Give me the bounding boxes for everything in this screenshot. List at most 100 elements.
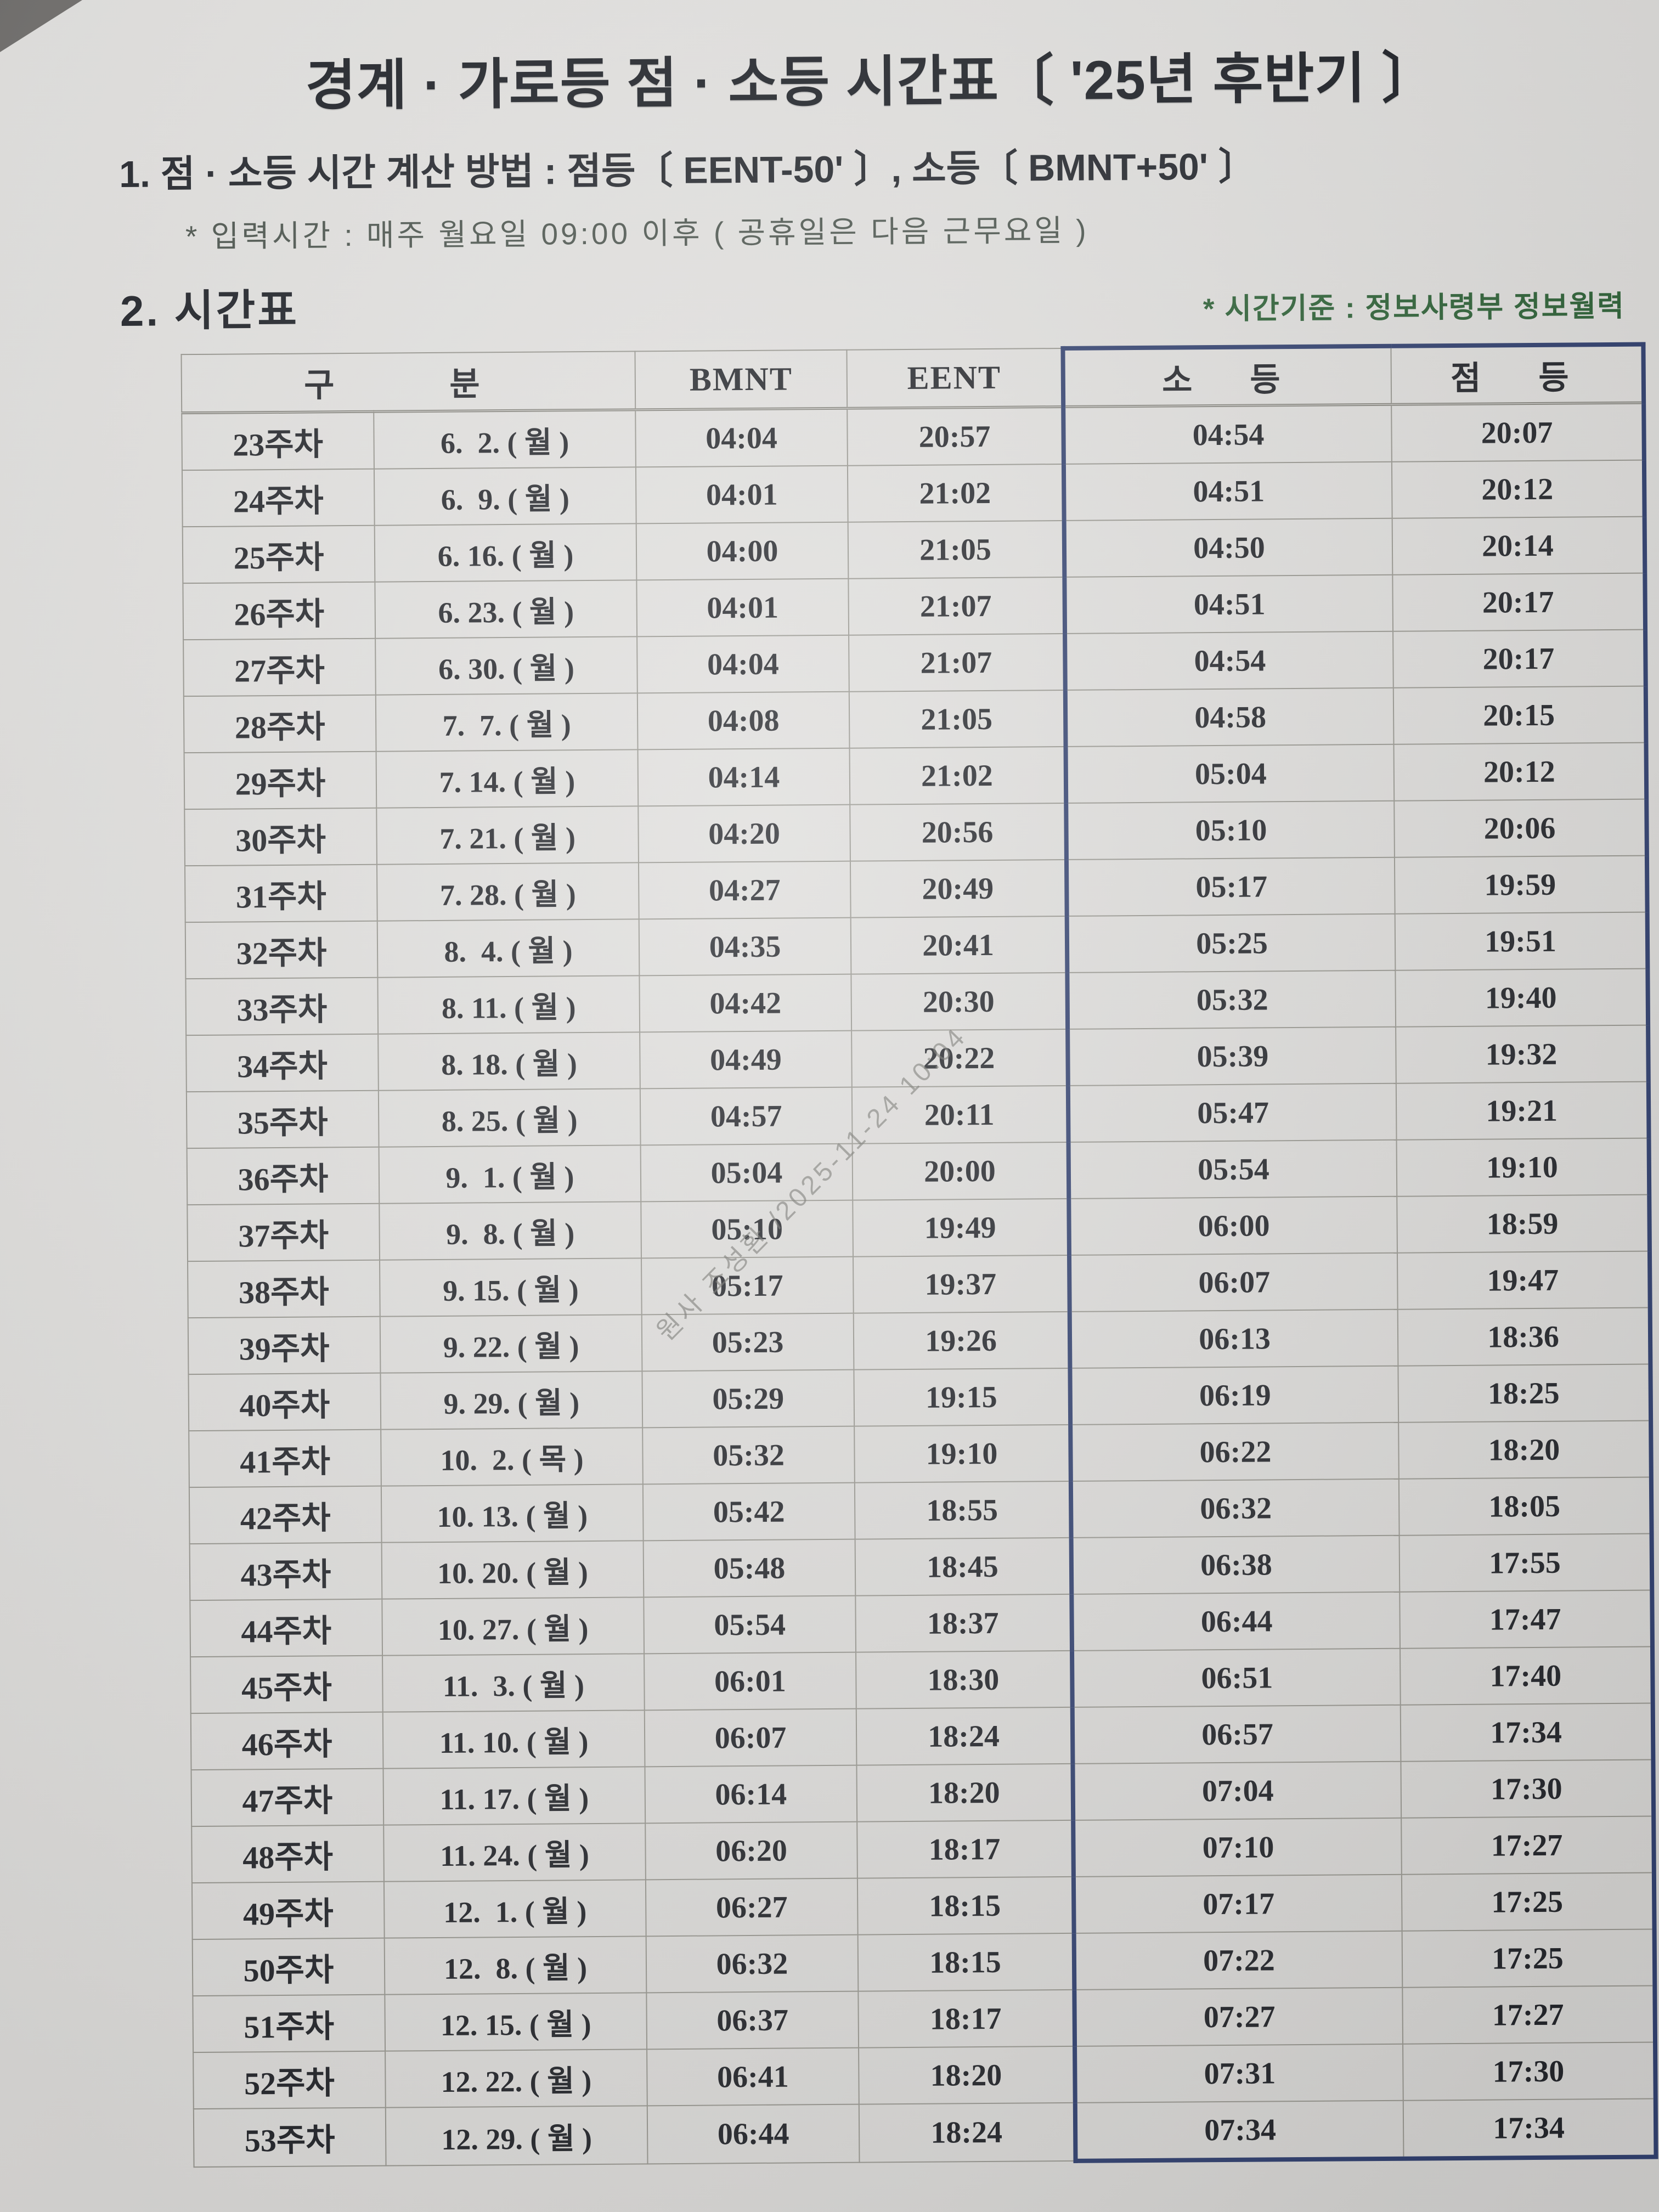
lights-off-cell: 04:54 [1065,631,1393,690]
table-row: 52주차 12. 22. ( 월 ) 06:41 18:20 07:31 17:30 [193,2042,1656,2109]
lights-off-cell: 04:54 [1063,404,1392,464]
eent-cell: 18:24 [856,1707,1073,1765]
week-cell: 30주차 [184,808,377,866]
week-cell: 42주차 [189,1486,382,1544]
bmnt-cell: 04:27 [638,861,851,919]
date-cell: 9. 15. ( 월 ) [380,1258,642,1317]
eent-cell: 21:05 [848,520,1065,579]
week-cell: 43주차 [189,1542,382,1601]
lights-on-cell: 17:25 [1401,1872,1655,1931]
date-cell: 8. 25. ( 월 ) [378,1088,641,1147]
table-row: 48주차 11. 24. ( 월 ) 06:20 18:17 07:10 17:27 [191,1816,1654,1883]
bmnt-cell: 04:04 [637,635,849,693]
table-row: 46주차 11. 10. ( 월 ) 06:07 18:24 06:57 17:34 [190,1703,1654,1770]
lights-on-cell: 18:25 [1398,1364,1651,1423]
lights-on-cell: 17:47 [1400,1590,1652,1649]
week-cell: 23주차 [182,411,374,471]
timetable: 구 분 BMNT EENT 소 등 점 등 23주차 6. 2. ( 월 ) 04:… [180,342,1658,2170]
date-cell: 6. 2. ( 월 ) [374,409,636,469]
table-row: 26주차 6. 23. ( 월 ) 04:01 21:07 04:51 20:17 [183,573,1646,640]
lights-off-cell: 05:47 [1068,1083,1397,1142]
table-row: 27주차 6. 30. ( 월 ) 04:04 21:07 04:54 20:17 [183,629,1646,697]
eent-cell: 20:56 [850,803,1066,861]
table-row: 39주차 9. 22. ( 월 ) 05:23 19:26 06:13 18:36 [188,1307,1651,1375]
lights-on-cell: 17:27 [1401,1816,1654,1875]
lights-on-cell: 19:32 [1396,1025,1649,1084]
week-cell: 25주차 [182,525,375,584]
week-cell: 24주차 [182,469,375,527]
table-row: 51주차 12. 15. ( 월 ) 06:37 18:17 07:27 17:27 [193,1985,1656,2053]
timetable-body: 23주차 6. 2. ( 월 ) 04:04 20:57 04:54 20:07 24주차 6… [182,403,1656,2168]
date-cell: 7. 28. ( 월 ) [376,862,639,921]
lights-off-cell: 06:57 [1072,1705,1401,1764]
table-row: 53주차 12. 29. ( 월 ) 06:44 18:24 07:34 17:34 [193,2098,1656,2168]
table-row: 25주차 6. 16. ( 월 ) 04:00 21:05 04:50 20:14 [182,516,1645,584]
lights-on-cell: 17:30 [1401,1759,1654,1818]
lights-off-cell: 04:51 [1063,461,1392,521]
lights-off-cell: 05:39 [1068,1026,1396,1086]
eent-cell: 20:11 [851,1085,1069,1144]
eent-cell: 18:20 [859,2046,1075,2104]
time-basis-note: * 시간기준 : 정보사령부 정보월력 [1203,290,1626,326]
lights-off-cell: 06:13 [1069,1309,1398,1368]
eent-cell: 19:37 [853,1255,1070,1313]
table-row: 45주차 11. 3. ( 월 ) 06:01 18:30 06:51 17:40 [190,1646,1653,1714]
table-row: 41주차 10. 2. ( 목 ) 05:32 19:10 06:22 18:20 [189,1420,1651,1488]
bmnt-cell: 04:01 [635,465,848,524]
date-cell: 11. 17. ( 월 ) [383,1767,646,1825]
lights-on-cell: 19:21 [1396,1081,1649,1140]
week-cell: 51주차 [193,1994,386,2053]
eent-cell: 20:41 [850,916,1068,974]
lights-on-cell: 20:06 [1394,799,1647,857]
lights-off-cell: 04:58 [1065,687,1394,747]
bmnt-cell: 04:08 [637,691,850,750]
date-cell: 12. 15. ( 월 ) [385,1993,647,2051]
table-row: 32주차 8. 4. ( 월 ) 04:35 20:41 05:25 19:51 [185,912,1648,979]
date-cell: 11. 24. ( 월 ) [383,1823,646,1882]
date-cell: 8. 11. ( 월 ) [377,975,640,1034]
bmnt-cell: 04:14 [637,748,850,806]
lights-on-cell: 17:40 [1400,1646,1653,1705]
header-lights-on: 점 등 [1391,344,1644,405]
lights-off-cell: 06:22 [1070,1422,1399,1481]
lights-on-cell: 18:20 [1398,1420,1651,1479]
lights-on-cell: 17:27 [1402,1985,1656,2044]
table-row: 36주차 9. 1. ( 월 ) 05:04 20:00 05:54 19:10 [187,1138,1650,1205]
lights-on-cell: 20:14 [1392,516,1645,575]
bmnt-cell: 05:54 [644,1595,856,1654]
lights-on-cell: 18:36 [1397,1307,1651,1366]
lights-on-cell: 19:47 [1397,1251,1650,1310]
lights-on-cell: 20:12 [1393,742,1647,801]
date-cell: 7. 14. ( 월 ) [376,749,639,808]
week-cell: 48주차 [191,1825,384,1883]
table-row: 49주차 12. 1. ( 월 ) 06:27 18:15 07:17 17:25 [191,1872,1655,1940]
date-cell: 7. 21. ( 월 ) [376,806,639,865]
eent-cell: 18:30 [856,1650,1073,1709]
lights-off-cell: 06:44 [1071,1592,1401,1651]
table-row: 34주차 8. 18. ( 월 ) 04:49 20:22 05:39 19:32 [186,1025,1649,1092]
eent-cell: 20:57 [847,407,1064,466]
lights-on-cell: 17:55 [1399,1533,1652,1592]
bmnt-cell: 05:48 [643,1539,856,1598]
bmnt-cell: 04:49 [640,1030,852,1089]
week-cell: 38주차 [188,1260,380,1318]
bmnt-cell: 04:35 [639,917,851,976]
lights-off-cell: 07:04 [1073,1761,1402,1820]
bmnt-cell: 06:44 [647,2104,860,2164]
date-cell: 7. 7. ( 월 ) [375,693,638,752]
header-eent: EENT [847,348,1064,409]
header-gubun: 구 분 [181,351,636,413]
lights-on-cell: 18:05 [1398,1477,1652,1536]
week-cell: 41주차 [189,1429,381,1488]
lights-on-cell: 17:30 [1403,2042,1656,2101]
week-cell: 26주차 [183,582,376,640]
lights-on-cell: 17:34 [1400,1703,1654,1762]
bmnt-cell: 06:32 [646,1934,859,1993]
bmnt-cell: 04:01 [636,578,849,637]
bmnt-cell: 06:27 [645,1878,858,1937]
date-cell: 6. 30. ( 월 ) [375,636,637,695]
page-title: 경계 · 가로등 점 · 소등 시간표〔 '25년 후반기 〕 [305,47,1437,117]
bmnt-cell: 04:04 [635,408,848,467]
date-cell: 10. 2. ( 목 ) [381,1427,643,1486]
header-bmnt: BMNT [635,349,848,410]
